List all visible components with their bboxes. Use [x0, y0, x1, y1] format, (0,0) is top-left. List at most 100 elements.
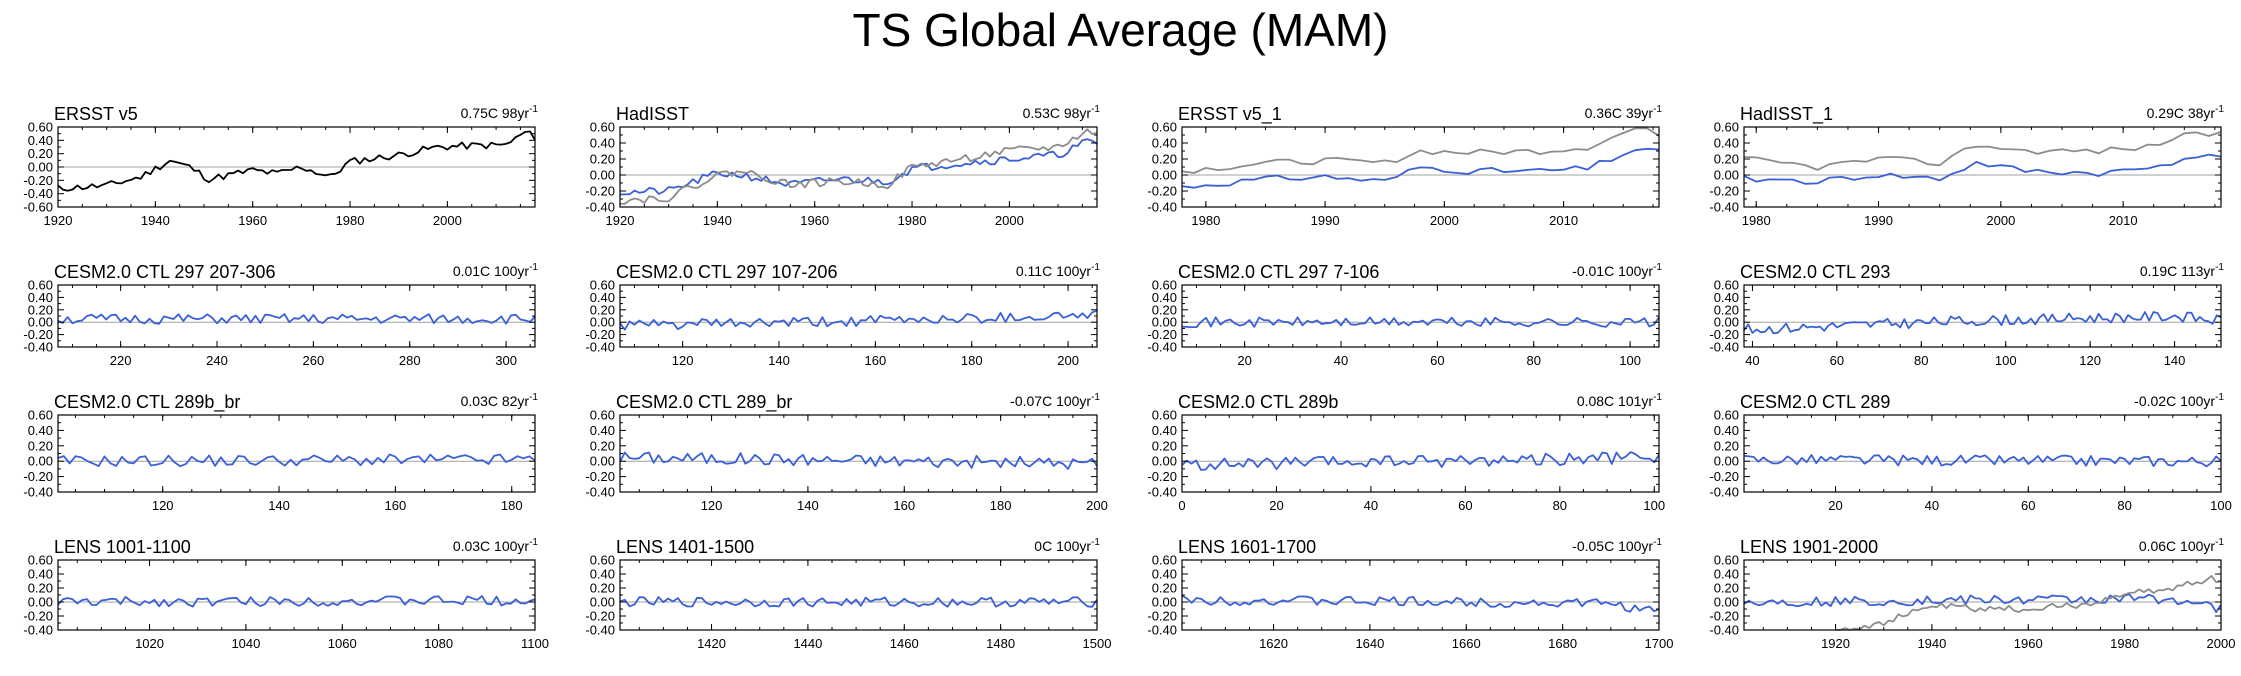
- y-tick-label: 0.00: [590, 168, 615, 183]
- x-tick-label: 1980: [1191, 213, 1220, 228]
- x-tick-label: 1420: [697, 636, 726, 651]
- x-tick-label: 120: [2079, 353, 2101, 368]
- y-tick-label: -0.40: [585, 340, 615, 355]
- trend-label: 0.29C 38yr-1: [2147, 104, 2225, 121]
- x-tick-label: 220: [110, 353, 132, 368]
- y-tick-label: 0.40: [1152, 136, 1177, 151]
- x-tick-label: 40: [1334, 353, 1348, 368]
- y-tick-label: 0.40: [590, 423, 615, 438]
- y-tick-label: 0.20: [1152, 152, 1177, 167]
- x-tick-label: 1980: [2110, 636, 2139, 651]
- series-line: [619, 596, 1098, 608]
- y-tick-label: 0.60: [1152, 408, 1177, 423]
- y-tick-label: 0.40: [1152, 423, 1177, 438]
- panel-title: CESM2.0 CTL 289: [1740, 392, 1890, 412]
- trend-exponent: -1: [529, 537, 538, 548]
- trend-label: 0.75C 98yr-1: [461, 104, 539, 121]
- chart-panel: LENS 1601-1700 -0.05C 100yr-1-0.40-0.200.…: [1147, 537, 1673, 651]
- x-tick-label: 1940: [141, 213, 170, 228]
- panel-title: CESM2.0 CTL 289b_br: [54, 392, 240, 413]
- x-tick-label: 1100: [521, 636, 549, 651]
- y-tick-label: -0.20: [1709, 609, 1739, 624]
- y-tick-label: -0.40: [1147, 623, 1177, 638]
- y-tick-label: 0.20: [1714, 438, 1739, 453]
- trend-label: 0.11C 100yr-1: [1016, 262, 1101, 279]
- chart-panel: CESM2.0 CTL 289_br -0.07C 100yr-1 -0.40-0.…: [585, 392, 1107, 513]
- y-tick-label: 0.40: [1714, 423, 1739, 438]
- y-tick-label: 0.60: [1152, 278, 1177, 293]
- plot-frame: [1181, 284, 1660, 348]
- x-tick-label: 1960: [2014, 636, 2043, 651]
- series-line: [619, 309, 1098, 331]
- x-tick-label: 1680: [1548, 636, 1577, 651]
- trend-label: -0.05C 100yr-1: [1572, 537, 1662, 554]
- x-tick-label: 1700: [1645, 636, 1674, 651]
- x-tick-label: 1080: [424, 636, 453, 651]
- panel-title: CESM2.0 CTL 297 107-206: [616, 262, 837, 282]
- y-tick-label: -0.20: [1709, 184, 1739, 199]
- plot-frame: [619, 559, 1098, 631]
- chart-panel: CESM2.0 CTL 297 107-206 0.11C 100yr-1 -0.4…: [585, 262, 1100, 368]
- y-tick-label: -0.40: [1147, 485, 1177, 500]
- trend-exponent: -1: [1091, 537, 1100, 548]
- x-tick-label: 1480: [986, 636, 1015, 651]
- x-tick-label: 2000: [995, 213, 1024, 228]
- y-tick-label: -0.40: [1709, 485, 1739, 500]
- y-tick-label: -0.40: [1709, 200, 1739, 215]
- y-tick-label: 0.40: [1152, 290, 1177, 305]
- y-tick-label: 0.60: [28, 408, 53, 423]
- y-tick-label: -0.40: [1147, 200, 1177, 215]
- x-tick-label: 2010: [1549, 213, 1578, 228]
- y-tick-label: 0.60: [1714, 120, 1739, 135]
- trend-exponent: -1: [1091, 262, 1100, 273]
- x-tick-label: 60: [1830, 353, 1844, 368]
- trend-label: -0.02C 100yr-1: [2134, 392, 2224, 409]
- chart-panel: LENS 1001-1100 0.03C 100yr-1 -0.40-0.200.0…: [23, 537, 549, 651]
- x-tick-label: 20: [1237, 353, 1251, 368]
- chart-panel: CESM2.0 CTL 297 207-306 0.01C 100yr-1 -0.4…: [23, 262, 538, 368]
- plot-frame: [57, 559, 536, 631]
- series-line: [57, 453, 536, 468]
- y-tick-label: -0.40: [23, 340, 53, 355]
- x-tick-label: 1660: [1452, 636, 1481, 651]
- x-tick-label: 1460: [890, 636, 919, 651]
- y-tick-label: 0.40: [28, 567, 53, 582]
- trend-exponent: -1: [1653, 104, 1662, 115]
- x-tick-label: 2000: [1986, 213, 2015, 228]
- trend-exponent: -1: [1653, 262, 1662, 273]
- y-tick-label: 0.20: [1714, 581, 1739, 596]
- x-tick-label: 120: [701, 498, 723, 513]
- y-tick-label: 0.60: [28, 120, 53, 135]
- x-tick-label: 120: [152, 498, 174, 513]
- x-tick-label: 1980: [336, 213, 365, 228]
- x-tick-label: 140: [268, 498, 290, 513]
- y-tick-label: -0.40: [1709, 340, 1739, 355]
- series-line: [57, 130, 536, 192]
- x-tick-label: 1920: [606, 213, 635, 228]
- x-tick-label: 140: [797, 498, 819, 513]
- series-line: [1181, 147, 1660, 189]
- trend-label: -0.01C 100yr-1: [1572, 262, 1662, 279]
- x-tick-label: 1060: [328, 636, 357, 651]
- y-tick-label: 0.20: [1714, 302, 1739, 317]
- trend-label: 0C 100yr-1: [1034, 537, 1100, 554]
- x-tick-label: 1990: [1864, 213, 1893, 228]
- plot-frame: [619, 126, 1098, 208]
- y-tick-label: 0.00: [590, 315, 615, 330]
- y-tick-label: 0.40: [590, 290, 615, 305]
- x-tick-label: 1980: [898, 213, 927, 228]
- x-tick-label: 80: [1553, 498, 1567, 513]
- y-tick-label: 0.20: [1152, 438, 1177, 453]
- x-tick-label: 1990: [1311, 213, 1340, 228]
- y-tick-label: 0.20: [590, 581, 615, 596]
- plot-frame: [1181, 414, 1660, 493]
- series-line: [1181, 451, 1660, 471]
- series-line: [57, 313, 536, 325]
- y-tick-label: 0.20: [28, 146, 53, 161]
- x-tick-label: 260: [303, 353, 325, 368]
- y-tick-label: 0.00: [1152, 315, 1177, 330]
- chart-panel: CESM2.0 CTL 293 0.19C 113yr-1-0.40-0.200.…: [1709, 262, 2224, 368]
- x-tick-label: 140: [768, 353, 790, 368]
- plot-frame: [619, 284, 1098, 348]
